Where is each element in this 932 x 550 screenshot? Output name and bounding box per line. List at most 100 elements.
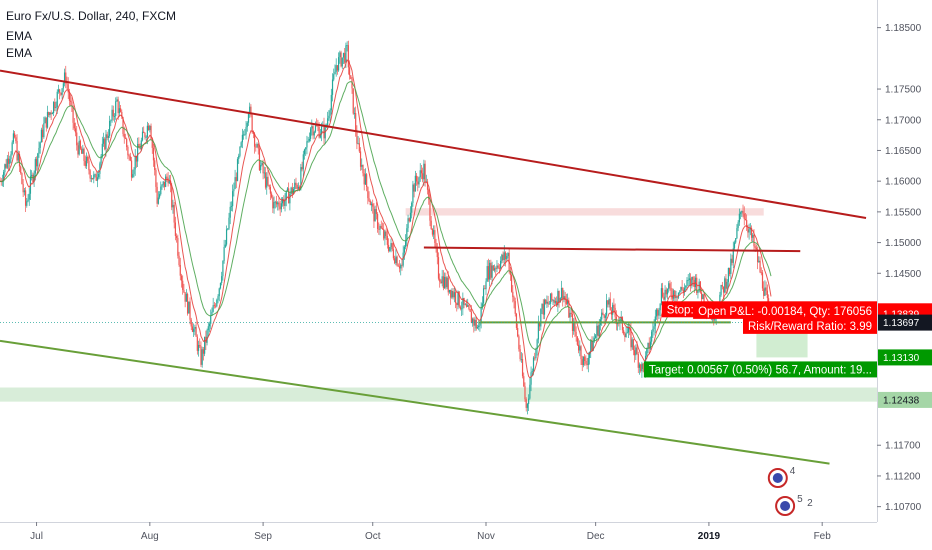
candle-body: [295, 182, 297, 186]
candle-body: [180, 275, 183, 281]
candle-body: [750, 227, 753, 238]
candle-body: [423, 163, 425, 180]
candle-body: [585, 361, 587, 364]
candle-body: [478, 325, 480, 328]
indicator-ema-1[interactable]: EMA: [6, 29, 33, 43]
candle-body: [726, 281, 728, 289]
candle-body: [150, 125, 152, 140]
price-label-target-bg: [878, 349, 932, 366]
candle-body: [623, 330, 625, 334]
candle-body: [479, 323, 481, 326]
candle-body: [327, 118, 329, 126]
candle-body: [468, 305, 470, 310]
symbol-title[interactable]: Euro Fx/U.S. Dollar, 240, FXCM: [6, 9, 177, 23]
candle-body: [510, 274, 513, 292]
candle-body: [88, 160, 90, 171]
candle-body: [352, 88, 354, 114]
candle-body: [515, 313, 518, 328]
candle-body: [767, 298, 770, 304]
candle-body: [288, 188, 290, 204]
candle-body: [129, 156, 131, 161]
candle-body: [436, 248, 438, 258]
candle-body: [359, 151, 362, 167]
candle-body: [311, 126, 313, 129]
candle-body: [567, 300, 569, 304]
candle-body: [216, 299, 218, 307]
candle-body: [214, 305, 217, 307]
candle-body: [487, 266, 490, 280]
candle-body: [284, 200, 286, 206]
y-tick-label: 1.18500: [885, 23, 922, 34]
candle-body: [464, 304, 466, 306]
x-tick-label: Feb: [814, 531, 832, 542]
candle-body: [301, 167, 303, 170]
candle-body: [369, 200, 371, 206]
candle-body: [57, 89, 60, 92]
candle-body: [12, 133, 14, 143]
candle-body: [381, 228, 384, 230]
candle-body: [296, 185, 298, 189]
candle-body: [263, 172, 265, 174]
candle-body: [538, 322, 541, 327]
candle-body: [362, 164, 364, 174]
candle-body: [279, 206, 281, 210]
candle-body: [85, 156, 88, 167]
candle-body: [313, 131, 315, 136]
candle-body: [50, 112, 52, 115]
candle-body: [38, 147, 40, 154]
candle-body: [234, 177, 236, 190]
candle-body: [156, 186, 158, 204]
candle-body: [609, 298, 611, 311]
candle-body: [330, 94, 332, 111]
candle-body: [654, 316, 656, 327]
candle-body: [143, 131, 145, 134]
candle-body: [648, 342, 650, 349]
candle-body: [721, 284, 723, 287]
candle-body: [267, 176, 269, 185]
candle-body: [138, 143, 140, 149]
candle-body: [329, 110, 331, 116]
candle-body: [402, 252, 404, 266]
candle-body: [736, 228, 738, 239]
x-tick-label: Sep: [254, 531, 272, 542]
candle-body: [14, 133, 16, 138]
candle-body: [603, 314, 605, 318]
candle-body: [463, 297, 465, 305]
candle-body: [415, 175, 418, 182]
candle-body: [536, 339, 538, 349]
candle-body: [149, 125, 151, 131]
candle-body: [160, 186, 162, 195]
candle-body: [441, 276, 443, 284]
y-tick-label: 1.10700: [885, 502, 922, 513]
candle-body: [446, 277, 448, 288]
candle-body: [222, 260, 224, 277]
candle-body: [186, 293, 189, 314]
candle-body: [244, 134, 246, 136]
candle-body: [213, 305, 215, 306]
candle-body: [373, 206, 375, 222]
candle-body: [105, 134, 107, 150]
candle-body: [78, 140, 80, 155]
candle-body: [739, 212, 742, 214]
candle-body: [289, 193, 291, 204]
y-tick-label: 1.15000: [885, 238, 922, 249]
candle-body: [201, 349, 203, 365]
candle-body: [43, 123, 45, 138]
price-label-target: 1.13130: [883, 353, 920, 364]
candle-body: [312, 126, 314, 136]
candle-body: [621, 316, 624, 331]
candle-body: [290, 187, 292, 194]
candle-body: [655, 309, 658, 317]
candle-body: [496, 265, 498, 270]
y-tick-label: 1.16000: [885, 177, 922, 188]
candle-body: [250, 106, 252, 116]
candle-body: [275, 201, 278, 205]
candle-body: [70, 100, 72, 102]
candle-body: [60, 92, 62, 95]
candle-body: [225, 229, 228, 245]
candle-body: [82, 148, 84, 154]
candle-body: [168, 180, 170, 184]
indicator-ema-2[interactable]: EMA: [6, 46, 33, 60]
